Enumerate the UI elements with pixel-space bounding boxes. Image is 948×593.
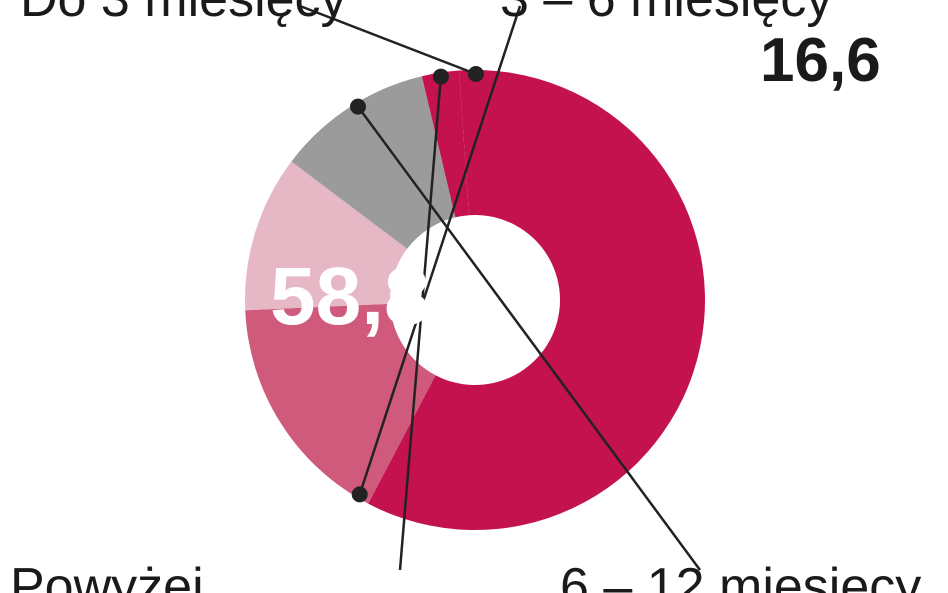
leader-dot xyxy=(433,69,449,85)
label-3-6: 3 – 6 miesięcy xyxy=(500,0,832,27)
label-powyzej: Powyżej xyxy=(10,560,204,593)
leader-dot xyxy=(468,66,484,82)
label-do3: Do 3 miesięcy xyxy=(20,0,347,27)
leader-dot xyxy=(350,99,366,115)
leader-dot xyxy=(352,486,368,502)
chart-stage: { "chart": { "type": "donut", "cx": 475,… xyxy=(0,0,948,593)
slice-do3-center-value: 58,8 xyxy=(270,250,430,344)
value-3-6: 16,6 xyxy=(760,28,881,93)
label-6-12: 6 – 12 miesięcy xyxy=(560,560,921,593)
